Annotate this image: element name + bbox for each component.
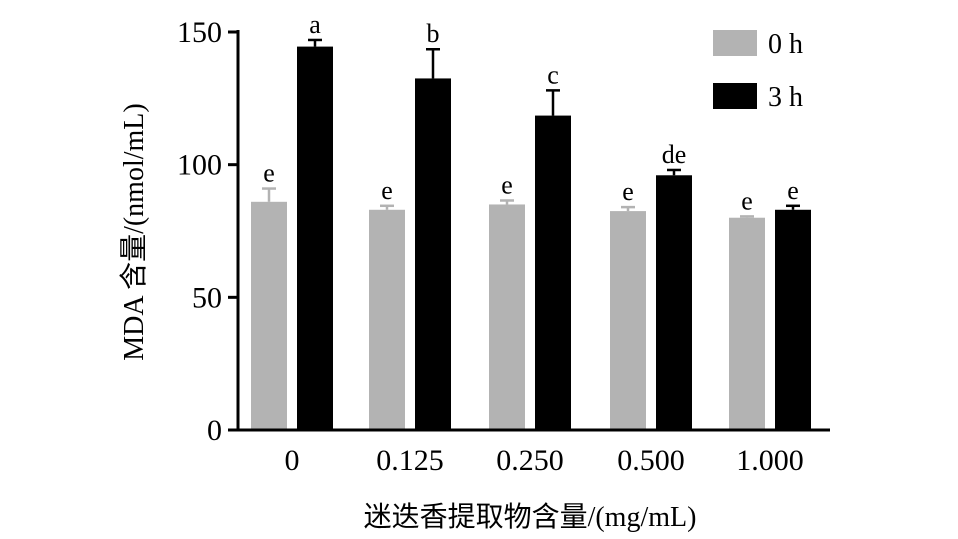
significance-label: e: [787, 176, 799, 205]
significance-label: e: [622, 177, 634, 206]
bar-3h-1.000: [775, 209, 811, 430]
y-axis-title: MDA 含量/(nmol/mL): [118, 103, 150, 360]
bars-layer: [251, 38, 811, 431]
significance-label: a: [309, 10, 321, 39]
y-tick-label: 50: [192, 281, 222, 314]
bar-0h-0: [251, 201, 287, 430]
significance-label: e: [741, 186, 753, 215]
significance-label: de: [662, 140, 687, 169]
axes-layer: 0 50 100 150 0 0.125 0.250 0.500 1.000 迷迭香提取物含量/(…: [118, 16, 830, 533]
x-axis-title: 迷迭香提取物含量/(mg/mL): [364, 501, 697, 533]
bar-3h-0.125: [415, 78, 451, 430]
legend-label: 0 h: [768, 29, 803, 60]
significance-label: e: [501, 170, 513, 199]
bar-3h-0.250: [535, 115, 571, 430]
y-tick-label: 0: [207, 414, 222, 447]
bar-0h-0.500: [610, 211, 646, 430]
x-tick-label: 0: [285, 444, 300, 477]
bar-0h-1.000: [729, 217, 765, 430]
bar-0h-0.250: [489, 204, 525, 430]
legend: 0 h 3 h: [713, 29, 803, 113]
y-tick-label: 150: [177, 16, 222, 49]
significance-label: e: [381, 176, 393, 205]
x-tick-label: 0.250: [496, 444, 564, 477]
significance-label: c: [547, 60, 559, 89]
significance-label: e: [263, 159, 275, 188]
bar-0h-0.125: [369, 209, 405, 430]
x-tick-label: 0.125: [376, 444, 444, 477]
significance-label: b: [427, 19, 440, 48]
legend-label: 3 h: [768, 82, 803, 113]
legend-swatch-3h: [713, 83, 757, 109]
bar-3h-0: [297, 46, 333, 431]
x-tick-label: 0.500: [617, 444, 685, 477]
bar-3h-0.500: [656, 175, 692, 430]
x-tick-label: 1.000: [736, 444, 804, 477]
legend-swatch-0h: [713, 30, 757, 56]
y-tick-label: 100: [177, 149, 222, 182]
